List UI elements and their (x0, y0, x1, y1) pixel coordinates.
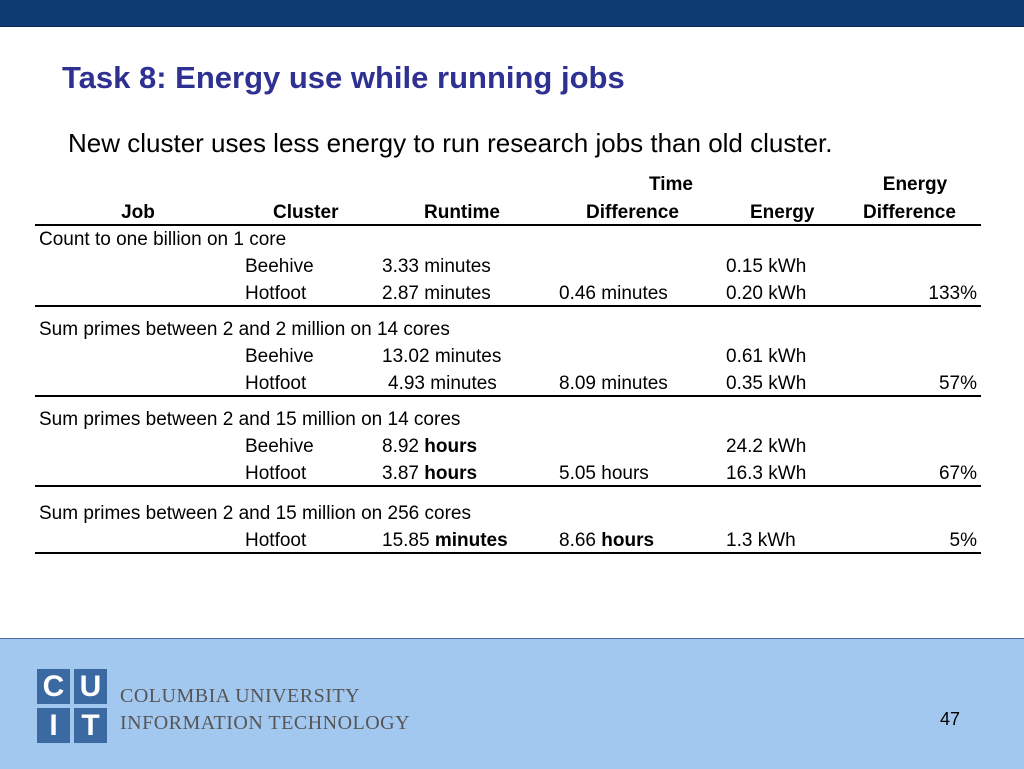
energy-cell: 0.15 kWh (726, 256, 807, 277)
org-name: COLUMBIA UNIVERSITY INFORMATION TECHNOLO… (120, 683, 410, 737)
time-diff-unit: minutes (601, 283, 668, 304)
runtime-unit: hours (424, 463, 478, 484)
energy-table: Time Energy Job Cluster Runtime Differen… (35, 170, 981, 560)
runtime-value: 3.33 (382, 256, 419, 277)
org-line1: COLUMBIA UNIVERSITY (120, 685, 361, 707)
time-diff-unit: hours (601, 463, 649, 484)
cluster-cell: Beehive (245, 436, 314, 457)
cluster-cell: Hotfoot (245, 463, 307, 484)
footer-band: C U I T COLUMBIA UNIVERSITY INFORMATION … (0, 638, 1024, 769)
runtime-unit: minutes (434, 530, 508, 551)
time-diff-value: 8.09 (559, 373, 596, 394)
energy-cell: 0.61 kWh (726, 346, 807, 367)
header-energy: Energy (750, 202, 815, 223)
cluster-cell: Hotfoot (245, 530, 307, 551)
logo-letter: T (74, 708, 107, 743)
runtime-unit: minutes (434, 346, 502, 367)
table-bottom-rule (35, 552, 981, 554)
runtime-value: 3.87 (382, 463, 419, 484)
logo-letter: U (74, 669, 107, 704)
cuit-logo: C U I T (37, 669, 109, 745)
group-rule (35, 485, 981, 487)
energy-diff-cell: 133% (928, 283, 977, 304)
top-banner (0, 0, 1024, 27)
job-label: Sum primes between 2 and 2 million on 14… (39, 319, 450, 340)
time-diff-value: 8.66 (559, 530, 596, 551)
energy-cell: 0.35 kWh (726, 373, 807, 394)
runtime-cell: 4.93 minutes (388, 373, 497, 395)
time-diff-cell: 5.05 hours (559, 463, 649, 485)
time-diff-unit: minutes (601, 373, 668, 394)
energy-diff-cell: 5% (949, 530, 977, 551)
runtime-cell: 3.33 minutes (382, 256, 491, 278)
cluster-cell: Hotfoot (245, 283, 307, 304)
cluster-cell: Beehive (245, 256, 314, 277)
time-diff-cell: 8.66 hours (559, 530, 654, 552)
runtime-value: 2.87 (382, 283, 419, 304)
header-runtime: Runtime (424, 202, 500, 223)
runtime-value: 15.85 (382, 530, 430, 551)
time-diff-cell: 8.09 minutes (559, 373, 668, 395)
runtime-cell: 3.87 hours (382, 463, 477, 485)
org-line2: INFORMATION TECHNOLOGY (120, 712, 411, 734)
runtime-value: 4.93 (388, 373, 425, 394)
cluster-cell: Beehive (245, 346, 314, 367)
energy-diff-cell: 67% (938, 463, 977, 484)
runtime-cell: 2.87 minutes (382, 283, 491, 305)
header-time-diff-line2: Difference (586, 202, 679, 223)
runtime-unit: hours (424, 436, 478, 457)
energy-cell: 24.2 kWh (726, 436, 807, 457)
job-label: Sum primes between 2 and 15 million on 2… (39, 503, 471, 524)
header-energy-diff-line2: Difference (863, 202, 956, 223)
energy-cell: 0.20 kWh (726, 283, 807, 304)
job-label: Sum primes between 2 and 15 million on 1… (39, 409, 461, 430)
header-rule (35, 224, 981, 226)
time-diff-value: 0.46 (559, 283, 596, 304)
runtime-cell: 8.92 hours (382, 436, 477, 458)
energy-cell: 16.3 kWh (726, 463, 807, 484)
logo-letter: C (37, 669, 70, 704)
logo-letter: I (37, 708, 70, 743)
runtime-cell: 15.85 minutes (382, 530, 508, 552)
header-time-diff-line1: Time (648, 174, 693, 195)
header-energy-diff-line1: Energy (882, 174, 948, 195)
slide-title: Task 8: Energy use while running jobs (62, 60, 625, 95)
group-rule (35, 395, 981, 397)
runtime-cell: 13.02 minutes (382, 346, 501, 368)
time-diff-cell: 0.46 minutes (559, 283, 668, 305)
cluster-cell: Hotfoot (245, 373, 307, 394)
runtime-unit: minutes (430, 373, 497, 394)
header-cluster: Cluster (273, 202, 339, 223)
runtime-value: 13.02 (382, 346, 430, 367)
slide-subtitle: New cluster uses less energy to run rese… (68, 128, 833, 158)
time-diff-value: 5.05 (559, 463, 596, 484)
group-rule (35, 305, 981, 307)
runtime-unit: minutes (424, 256, 491, 277)
runtime-value: 8.92 (382, 436, 419, 457)
job-label: Count to one billion on 1 core (39, 229, 287, 250)
energy-cell: 1.3 kWh (726, 530, 796, 551)
time-diff-unit: hours (601, 530, 655, 551)
page-number: 47 (940, 709, 961, 729)
header-job: Job (121, 202, 155, 223)
energy-diff-cell: 57% (938, 373, 977, 394)
runtime-unit: minutes (424, 283, 491, 304)
